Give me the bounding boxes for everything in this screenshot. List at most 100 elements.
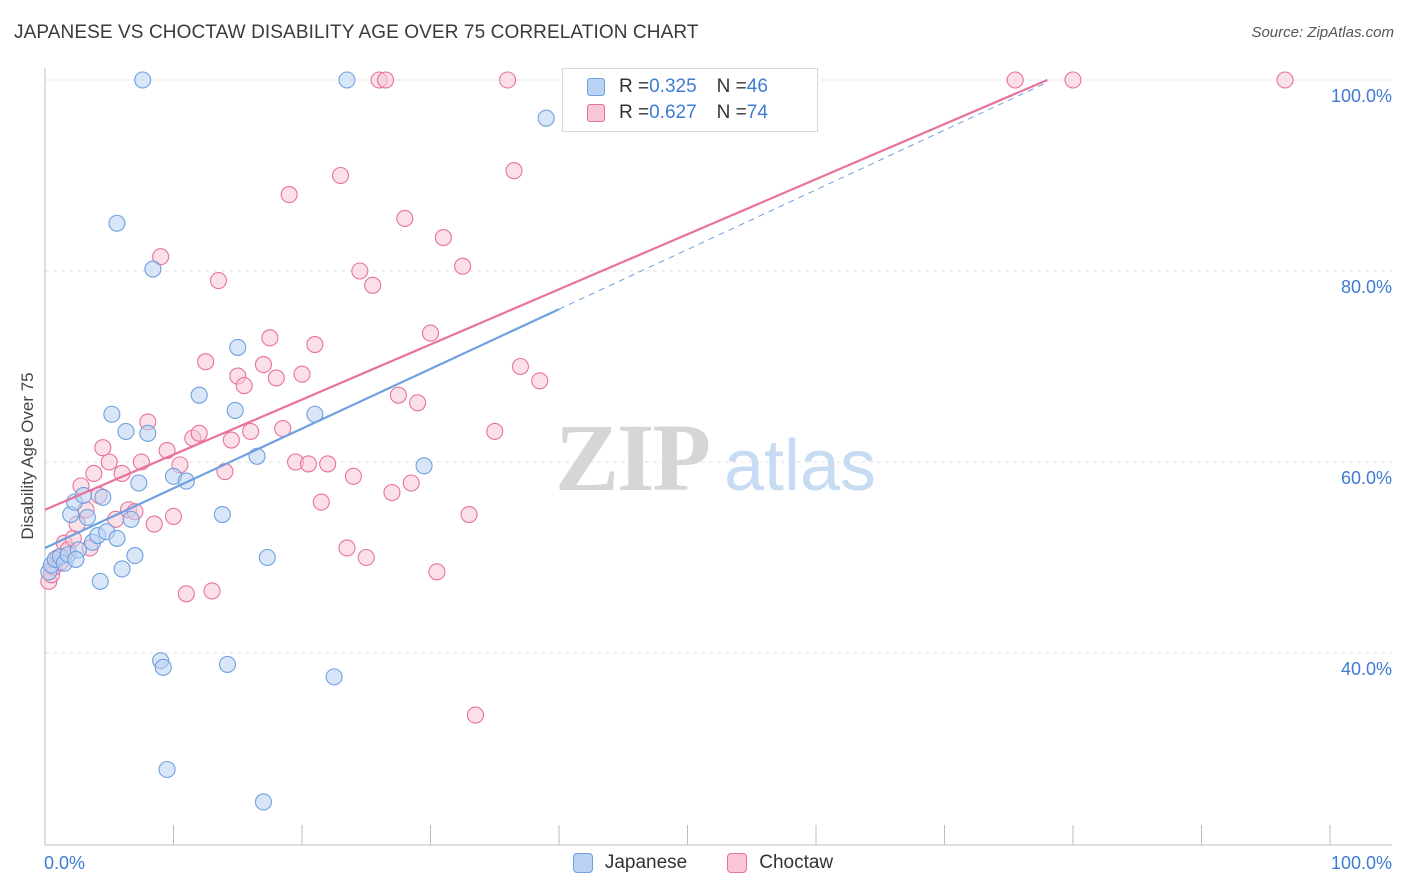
point-choctaw: [338, 539, 356, 557]
watermark-zip: ZIP: [555, 404, 709, 511]
series-choctaw: [40, 71, 1294, 724]
point-choctaw: [505, 162, 523, 180]
point-choctaw: [434, 229, 452, 247]
point-japanese: [144, 260, 162, 278]
point-japanese: [338, 71, 356, 89]
point-choctaw: [209, 271, 228, 290]
point-choctaw: [261, 329, 279, 347]
point-choctaw: [267, 369, 285, 387]
point-choctaw: [312, 493, 330, 511]
point-choctaw: [100, 453, 118, 471]
point-choctaw: [242, 422, 260, 440]
point-japanese: [67, 550, 85, 568]
point-choctaw: [1006, 71, 1024, 89]
point-japanese: [94, 488, 112, 506]
trend-lines: [44, 78, 1048, 549]
point-japanese: [134, 71, 152, 89]
source-label: Source: ZipAtlas.com: [1251, 24, 1394, 41]
point-choctaw: [428, 563, 446, 581]
legend-row-choctaw: R = 0.627 N = 74: [587, 101, 768, 125]
trend-line-japanese: [44, 308, 560, 549]
correlation-legend: R = 0.325 N = 46 R = 0.627 N = 74: [562, 68, 818, 132]
point-choctaw: [1064, 71, 1082, 89]
point-japanese: [415, 457, 433, 475]
point-japanese: [154, 658, 172, 676]
point-choctaw: [531, 372, 549, 390]
point-choctaw: [421, 324, 440, 342]
point-choctaw: [306, 335, 324, 354]
japanese-n-label: N =: [716, 76, 747, 97]
point-choctaw: [499, 71, 517, 89]
point-japanese: [122, 510, 140, 528]
point-choctaw: [299, 455, 317, 473]
point-japanese: [226, 401, 244, 419]
legend-item-japanese[interactable]: Japanese: [572, 852, 688, 874]
choctaw-r-value: 0.627: [649, 102, 697, 123]
point-choctaw: [197, 353, 215, 371]
point-choctaw: [357, 548, 375, 567]
legend-choctaw-swatch: [727, 853, 748, 873]
point-japanese: [537, 109, 555, 127]
point-choctaw: [466, 706, 485, 724]
watermark: ZIP atlas: [555, 404, 876, 511]
point-japanese: [113, 560, 131, 578]
legend-item-choctaw[interactable]: Choctaw: [727, 852, 833, 874]
point-japanese: [213, 505, 231, 524]
choctaw-swatch: [587, 104, 605, 122]
point-choctaw: [460, 505, 478, 524]
series-legend: Japanese Choctaw: [0, 852, 1406, 874]
choctaw-n-label: N =: [716, 102, 747, 123]
point-choctaw: [402, 474, 420, 492]
grid-lines: [45, 79, 1392, 654]
point-japanese: [117, 422, 135, 440]
point-choctaw: [351, 262, 369, 280]
y-tick-label-100: 100.0%: [1330, 86, 1392, 106]
point-japanese: [190, 386, 208, 404]
trend-extension-japanese: [558, 81, 1048, 310]
legend-japanese-label: Japanese: [604, 852, 688, 873]
point-choctaw: [145, 515, 163, 533]
point-choctaw: [389, 386, 407, 404]
choctaw-r-label: R =: [619, 102, 650, 123]
point-choctaw: [376, 71, 395, 89]
point-choctaw: [409, 394, 427, 412]
japanese-n-value: 46: [746, 76, 768, 97]
japanese-r-label: R =: [619, 76, 650, 97]
choctaw-n-value: 74: [746, 102, 768, 123]
point-choctaw: [383, 484, 401, 502]
legend-row-japanese: R = 0.325 N = 46: [587, 75, 768, 99]
point-japanese: [108, 214, 126, 232]
y-tick-label-60: 60.0%: [1340, 468, 1392, 488]
point-choctaw: [344, 467, 362, 485]
japanese-r-value: 0.325: [649, 76, 697, 97]
point-japanese: [103, 405, 121, 423]
point-choctaw: [94, 439, 112, 457]
y-tick-label-80: 80.0%: [1340, 277, 1392, 297]
axes: [44, 68, 1392, 846]
point-japanese: [130, 474, 148, 492]
y-tick-label-40: 40.0%: [1340, 659, 1392, 679]
point-choctaw: [152, 248, 170, 266]
point-choctaw: [511, 357, 530, 376]
x-tick-label-max: 100.0%: [1330, 853, 1392, 873]
watermark-atlas: atlas: [724, 426, 876, 506]
point-choctaw: [254, 356, 273, 374]
point-japanese: [325, 668, 343, 686]
point-japanese: [158, 760, 176, 779]
point-choctaw: [331, 166, 350, 185]
point-japanese: [139, 424, 157, 442]
point-japanese: [126, 547, 144, 565]
point-japanese: [258, 548, 276, 567]
chart-title: JAPANESE VS CHOCTAW DISABILITY AGE OVER …: [14, 22, 699, 43]
point-japanese: [218, 655, 237, 674]
point-choctaw: [235, 377, 253, 395]
point-choctaw: [280, 186, 298, 204]
point-choctaw: [1276, 71, 1294, 89]
point-choctaw: [454, 257, 472, 275]
point-choctaw: [319, 455, 337, 473]
point-choctaw: [222, 431, 240, 449]
point-choctaw: [190, 424, 208, 442]
point-japanese: [108, 529, 126, 547]
point-choctaw: [486, 422, 504, 440]
